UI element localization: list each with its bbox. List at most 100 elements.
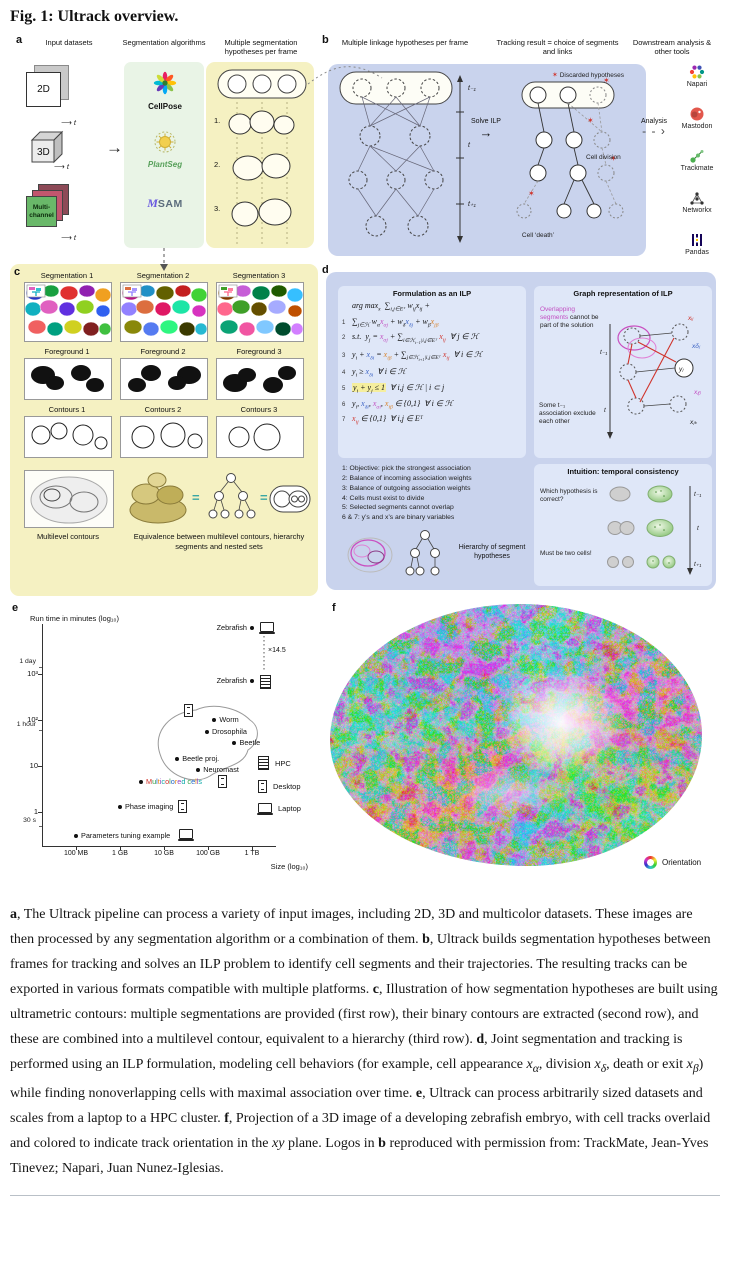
- solve-ilp-arrow: →: [479, 125, 493, 141]
- input-2d: 2D ⟶ t: [26, 65, 76, 127]
- tool-mastodon-label: Mastodon: [681, 123, 713, 130]
- point-label: Beetle: [239, 737, 261, 747]
- chart-y-title: Run time in minutes (log₁₀): [30, 614, 120, 623]
- which-hypothesis-note: Which hypothesis is correct?: [540, 488, 598, 504]
- tracking-result-graph: ✶ ✶ ✶ ✶: [516, 76, 624, 219]
- chart-x-title: Size (log₁₀): [270, 862, 308, 871]
- foreground-2-image: [120, 358, 208, 400]
- time-arrow: ⟶ t: [61, 233, 76, 242]
- panel-f-label: f: [332, 602, 336, 614]
- panel-e-label: e: [12, 602, 19, 614]
- chart-legend: HPC Desktop Laptop: [257, 756, 301, 815]
- plantseg-icon: [154, 131, 176, 153]
- downstream-tools: Napari Mastodon Trackmate: [674, 64, 720, 256]
- cellpose-label: CellPose: [148, 102, 182, 111]
- contours-3-image: [216, 416, 304, 458]
- exclusion-note: Some t₋₁ association exclude each other: [539, 402, 596, 426]
- ilp-row: 5 yi + yj ≤ 1 ∀ i,j ∈ ℋ | i ⊂ j: [342, 382, 445, 395]
- desktop-icon: [178, 799, 188, 813]
- two-cells-note: Must be two cells!: [540, 550, 592, 557]
- data-point: [138, 779, 143, 784]
- ilp-note: 4: Cells must exist to divide: [342, 494, 425, 502]
- tool-trackmate: Trackmate: [680, 148, 714, 172]
- input-multichannel-label: Multi-channel: [29, 204, 54, 219]
- data-point: [118, 804, 122, 809]
- y-annotation: 1 hour: [16, 721, 36, 729]
- bottom-rule: [10, 1194, 720, 1197]
- segmentation-3-image: [216, 282, 304, 342]
- time-label-now: t: [468, 142, 470, 149]
- contours-2-label: Contours 2: [144, 405, 182, 414]
- ilp-row: 1 ∑j∈ℋ wαxαj + wδxδj + wβxjβ: [342, 316, 439, 329]
- y-tick-mark: [38, 812, 42, 813]
- time-arrow: ⟶ t: [61, 118, 76, 127]
- x-tick-mark: [208, 846, 209, 850]
- contours-1-label: Contours 1: [48, 405, 86, 414]
- legend-hpc-label: HPC: [275, 758, 291, 768]
- svg-text:✶: ✶: [587, 116, 594, 125]
- hierarchy-caption: Hierarchy of segment hypotheses: [458, 544, 526, 560]
- svg-text:xⱼₖ: xⱼₖ: [689, 419, 697, 426]
- equivalence-label: Equivalence between multilevel contours,…: [133, 532, 305, 551]
- data-point: [196, 768, 201, 773]
- svg-text:=: =: [192, 490, 200, 505]
- panel-a: a Input datasets Segmentation algorithms…: [10, 34, 318, 260]
- svg-text:=: =: [260, 490, 268, 505]
- legend-item-laptop: Laptop: [257, 803, 301, 815]
- svg-text:✶: ✶: [610, 154, 617, 163]
- tool-trackmate-label: Trackmate: [680, 165, 714, 172]
- tool-mastodon: Mastodon: [681, 106, 713, 130]
- sam-label: SAM: [157, 198, 183, 210]
- desktop-icon: [217, 774, 227, 788]
- y-annotation: 1 day: [19, 657, 36, 665]
- paper-figure-page: Fig. 1: Ultrack overview. a Input datase…: [0, 0, 730, 1207]
- x-tick-mark: [164, 846, 165, 850]
- temporal-consistency-box: Intuition: temporal consistency Which hy…: [534, 464, 712, 586]
- figure-title: Fig. 1: Ultrack overview.: [10, 8, 179, 25]
- data-point: [205, 729, 210, 734]
- cell-death-note: Cell ‘death’: [521, 232, 555, 239]
- ilp-graph-box: Graph representation of ILP Overlapping …: [534, 286, 712, 458]
- y-annotation-tick: [39, 730, 42, 732]
- multilevel-contours-label: Multilevel contours: [36, 532, 100, 541]
- ilp-note: 3: Balance of outgoing association weigh…: [342, 484, 471, 492]
- contours-2-image: [120, 416, 208, 458]
- svg-text:t: t: [604, 407, 607, 414]
- x-tick-label: 100 MB: [63, 850, 89, 857]
- laptop-icon: [259, 622, 275, 634]
- algorithm-plantseg: PlantSeg: [126, 130, 204, 169]
- ilp-constraint-notes: 1: Objective: pick the strongest associa…: [342, 464, 526, 523]
- mastodon-icon: [690, 107, 704, 121]
- laptop-icon: [177, 829, 194, 841]
- 2d-frame: 2D: [26, 72, 61, 107]
- tool-napari-label: Napari: [686, 81, 708, 88]
- ilp-graph-title: Graph representation of ILP: [573, 289, 673, 298]
- svg-text:t: t: [697, 525, 700, 532]
- equivalence-diagram: = =: [129, 472, 311, 524]
- y-tick-mark: [38, 766, 42, 767]
- data-point: [250, 626, 254, 630]
- orientation-label: Orientation: [662, 858, 702, 867]
- svg-text:xᵢⱼ: xᵢⱼ: [687, 315, 694, 322]
- input-multichannel: Multi-channel ⟶ t: [26, 184, 76, 242]
- segmentation-2-image: [120, 282, 208, 342]
- hpc-icon: [260, 675, 271, 690]
- napari-icon: [689, 65, 705, 79]
- multilevel-contours-image: [24, 470, 114, 528]
- algorithm-sam: MSAM: [126, 194, 204, 212]
- foreground-1-label: Foreground 1: [44, 347, 90, 356]
- hypothesis-2-label: 2.: [214, 160, 221, 169]
- svg-text:xⱼᵦ: xⱼᵦ: [693, 389, 701, 396]
- contours-3-label: Contours 3: [240, 405, 278, 414]
- foreground-3-label: Foreground 3: [236, 347, 282, 356]
- column-header-downstream: Downstream analysis & other tools: [632, 38, 712, 56]
- ilp-note: 5: Selected segments cannot overlap: [342, 504, 454, 512]
- figure-1: a Input datasets Segmentation algorithms…: [10, 34, 720, 890]
- x-tick-label: 10 GB: [154, 850, 174, 857]
- track-noise-texture: [330, 604, 702, 866]
- point-label: Drosophila: [212, 726, 247, 736]
- ilp-note: 1: Objective: pick the strongest associa…: [342, 465, 471, 472]
- hpc-icon: [258, 756, 269, 770]
- analysis-label: Analysis: [640, 118, 668, 125]
- y-tick-label: 10: [29, 761, 38, 770]
